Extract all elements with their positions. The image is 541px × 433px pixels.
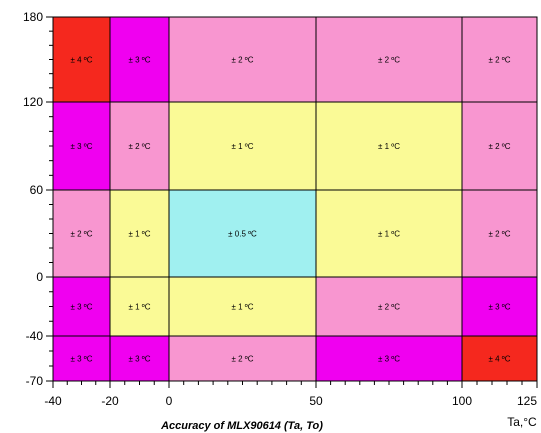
cell-value-label: ± 2 ºC <box>232 56 254 65</box>
x-tick-label: -20 <box>101 394 119 408</box>
cell-value-label: ± 3 ºC <box>129 56 151 65</box>
heatmap-cell <box>461 101 538 191</box>
heatmap-cell <box>461 335 538 382</box>
x-tick-label: 125 <box>517 394 537 408</box>
heatmap-cell <box>461 276 538 337</box>
heatmap-cell <box>315 276 463 337</box>
y-tick-label: -40 <box>26 329 44 343</box>
cell-value-label: ± 2 ºC <box>378 303 400 312</box>
cell-value-label: ± 2 ºC <box>489 230 511 239</box>
cell-value-label: ± 3 ºC <box>71 142 93 151</box>
heatmap-cell <box>52 335 111 382</box>
heatmap-cell <box>109 335 170 382</box>
x-tick-label: 50 <box>309 394 323 408</box>
heatmap-cell <box>168 189 317 278</box>
cell-value-label: ± 2 ºC <box>71 230 93 239</box>
cell-value-label: ± 1 ºC <box>129 230 151 239</box>
y-tick-label: -70 <box>26 374 44 388</box>
heatmap-cell <box>109 189 170 278</box>
cell-value-label: ± 2 ºC <box>489 56 511 65</box>
heatmap-cell <box>168 335 317 382</box>
y-tick-label: 60 <box>30 183 44 197</box>
heatmap-cell <box>168 101 317 191</box>
chart-title: Accuracy of MLX90614 (Ta, To) <box>160 420 323 432</box>
y-tick-label: 0 <box>36 270 43 284</box>
heatmap-cell <box>52 101 111 191</box>
x-tick-label: 0 <box>166 394 173 408</box>
y-tick-label: 120 <box>23 95 43 109</box>
heatmap-cell <box>168 276 317 337</box>
cell-value-label: ± 3 ºC <box>489 303 511 312</box>
cell-value-label: ± 1 ºC <box>232 303 254 312</box>
cell-value-label: ± 2 ºC <box>378 56 400 65</box>
cell-value-label: ± 3 ºC <box>378 355 400 364</box>
heatmap-cell <box>109 16 170 103</box>
plot-frame <box>52 16 538 382</box>
cell-labels-layer: ± 4 ºC ± 3 ºC ± 2 ºC ± 2 ºC ± 2 ºC ± 3 ºC ± 2 … <box>71 56 511 364</box>
cell-value-label: ± 2 ºC <box>129 142 151 151</box>
cell-value-label: ± 2 ºC <box>232 355 254 364</box>
cell-value-label: ± 1 ºC <box>232 142 254 151</box>
heatmap-cell <box>109 276 170 337</box>
x-tick-label: -40 <box>44 394 62 408</box>
heatmap-cell <box>461 16 538 103</box>
y-tick-label: 180 <box>23 10 43 24</box>
cell-value-label: ± 3 ºC <box>71 303 93 312</box>
x-axis-label: Ta,°C <box>507 415 537 429</box>
cell-value-label: ± 2 ºC <box>489 142 511 151</box>
heatmap-cell <box>315 16 463 103</box>
cells-layer <box>52 16 538 382</box>
ticks-layer <box>46 16 538 388</box>
heatmap-cell <box>315 189 463 278</box>
cell-value-label: ± 4 ºC <box>489 355 511 364</box>
heatmap-cell <box>52 16 111 103</box>
cell-value-label: ± 1 ºC <box>129 303 151 312</box>
cell-value-label: ± 4 ºC <box>71 56 93 65</box>
cell-value-label: ± 1 ºC <box>378 142 400 151</box>
cell-value-label: ± 3 ºC <box>71 355 93 364</box>
cell-value-label: ± 1 ºC <box>378 230 400 239</box>
cell-value-label: ± 0.5 ºC <box>228 230 257 239</box>
x-tick-label: 100 <box>452 394 472 408</box>
cell-value-label: ± 3 ºC <box>129 355 151 364</box>
